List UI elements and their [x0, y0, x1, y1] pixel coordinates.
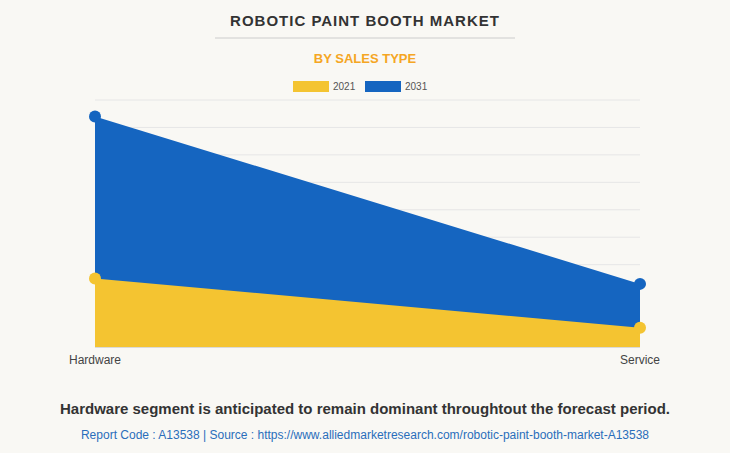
area: [95, 116, 640, 347]
chart: ROBOTIC PAINT BOOTH MARKET BY SALES TYPE 2…: [0, 0, 730, 453]
title: ROBOTIC PAINT BOOTH MARKET: [230, 12, 500, 29]
marker: [634, 278, 646, 290]
marker: [89, 272, 101, 284]
grid-line: [95, 127, 640, 128]
x-tick-label: Service: [620, 353, 660, 367]
area: [95, 278, 640, 347]
legend-label: 2021: [333, 81, 356, 92]
marker: [634, 322, 646, 334]
title-rule: [215, 38, 515, 39]
subtitle: BY SALES TYPE: [314, 51, 417, 66]
caption: Hardware segment is anticipated to remai…: [60, 400, 670, 417]
legend-swatch: [293, 81, 329, 92]
plot: [89, 110, 646, 347]
legend-label: 2031: [405, 81, 428, 92]
marker: [89, 110, 101, 122]
legend: 2021 2031: [293, 81, 428, 92]
legend-swatch: [365, 81, 401, 92]
x-tick-label: Hardware: [69, 353, 121, 367]
grid-line: [95, 100, 640, 101]
source: Report Code : A13538 | Source : https://…: [81, 428, 649, 442]
